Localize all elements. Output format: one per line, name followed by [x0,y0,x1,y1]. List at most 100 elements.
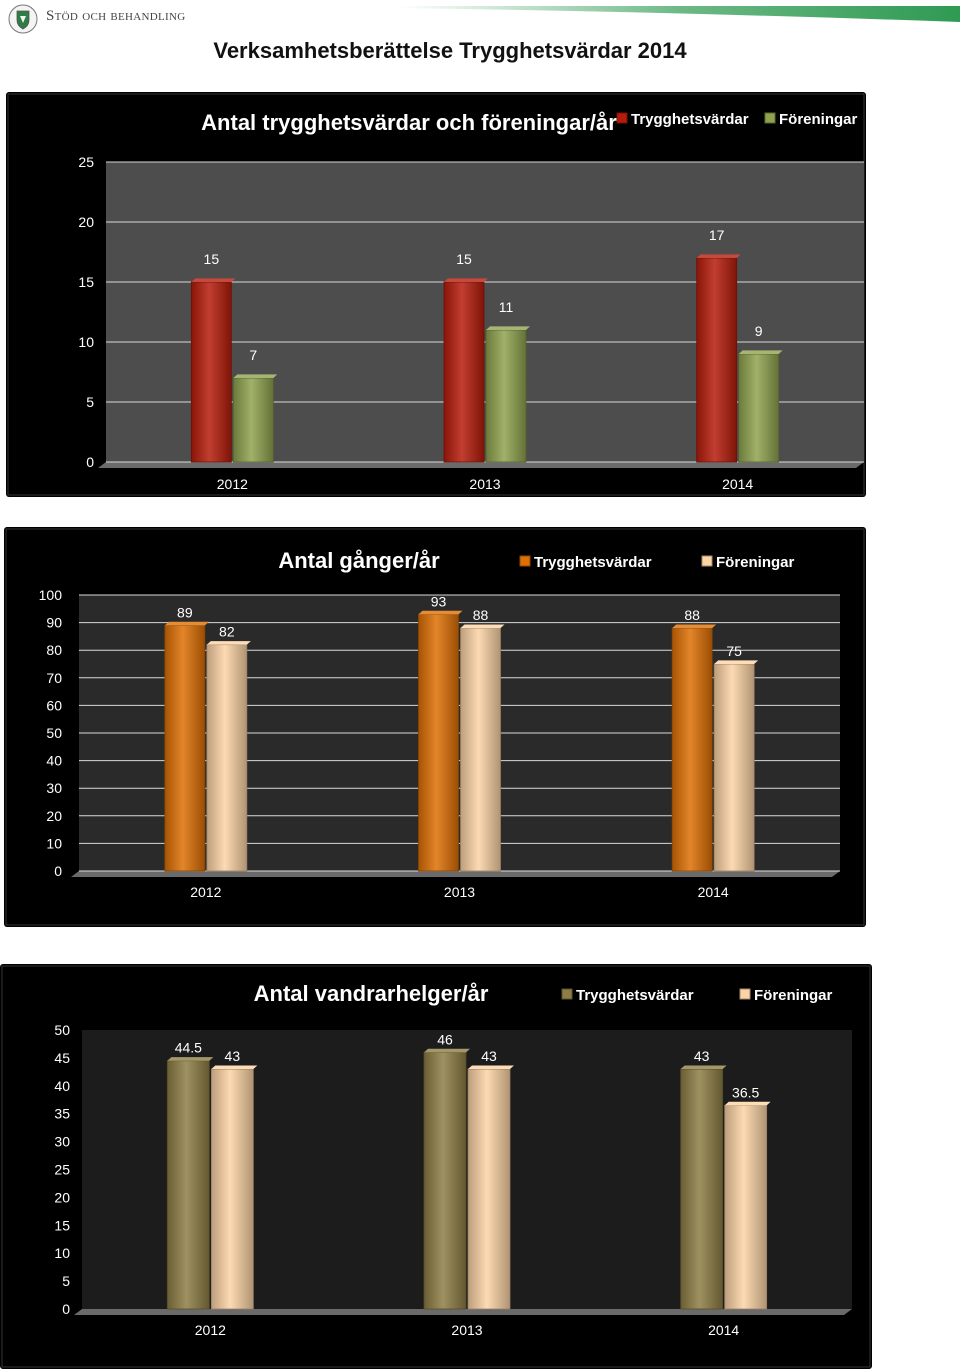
chart-antal-vandrarhelger: 0 5 10 15 20 25 30 35 40 45 50 Antal vandrarhelger/… [0,964,872,1369]
municipal-crest-icon [8,4,38,34]
bar-top [191,278,236,282]
data-label: 89 [177,604,193,620]
bar-föreningar [485,329,527,463]
legend-swatch [764,112,776,124]
x-category-label: 2012 [195,1322,226,1338]
bar-trygghetsvärdar [696,257,738,463]
bar-top [680,1065,727,1070]
y-tick-label: 60 [46,697,62,713]
chart-title: Antal vandrarhelger/år [254,981,489,1006]
legend-swatch [701,555,713,567]
legend-entry: Föreningar [716,554,795,571]
y-tick-label: 30 [46,780,62,796]
x-category-label: 2014 [708,1322,739,1338]
chart-border [5,528,865,926]
chart-2-svg: 0 5 10 15 20 25 30 35 40 45 50 Antal vandrarhelger/… [0,964,872,1369]
y-tick-label: 0 [86,454,94,470]
legend-entry: Trygghetsvärdar [576,987,694,1004]
bar-top [738,350,783,354]
page-title: Verksamhetsberättelse Trygghetsvärdar 20… [213,38,687,63]
bar-top [418,610,463,615]
bar-top [672,624,717,629]
data-label: 43 [481,1048,497,1064]
data-label: 9 [755,323,763,339]
y-tick-label: 100 [39,587,63,603]
y-tick-label: 30 [54,1134,70,1150]
bar-föreningar [713,663,755,872]
y-tick-label: 70 [46,670,62,686]
data-label: 88 [473,607,489,623]
data-label: 75 [726,643,742,659]
y-tick-label: 20 [78,214,94,230]
bar-trygghetsvärdar [190,281,232,463]
data-label: 15 [204,251,220,267]
chart-trygghetsvardar-foreningar: 0 5 10 15 20 25 Antal trygghetsvärdar och före… [6,92,866,497]
bar-top [724,1101,771,1106]
chart-border [1,965,871,1368]
data-label: 43 [225,1048,241,1064]
x-category-label: 2012 [217,476,248,492]
bar-top [211,1065,258,1070]
bar-föreningar [232,377,274,463]
brand-name: Stöd och behandling [46,8,186,24]
bar-föreningar [724,1104,768,1310]
legend-entry: Föreningar [754,987,833,1004]
bar-trygghetsvärdar [423,1051,467,1310]
y-tick-label: 40 [46,753,62,769]
bar-föreningar [467,1068,511,1310]
y-tick-label: 80 [46,642,62,658]
bar-top [486,326,530,330]
legend-entry: Trygghetsvärdar [631,111,749,128]
y-tick-label: 45 [54,1050,70,1066]
bar-trygghetsvärdar [443,281,485,463]
y-tick-label: 5 [62,1273,70,1289]
bar-trygghetsvärdar [166,1060,210,1310]
y-tick-label: 25 [78,154,94,170]
x-category-label: 2014 [698,884,729,900]
bar-trygghetsvärdar [418,613,459,872]
plot-floor [74,1309,852,1315]
header-stripe [400,6,960,22]
bar-top [714,660,759,664]
data-label: 93 [431,593,447,609]
x-category-label: 2013 [444,884,475,900]
legend-entry: Föreningar [779,111,858,128]
bar-föreningar [738,353,780,463]
chart-title: Antal trygghetsvärdar och föreningar/år [201,110,617,135]
bar-top [468,1065,514,1070]
bar-top [206,641,251,645]
y-tick-label: 0 [62,1301,70,1317]
y-tick-label: 90 [46,615,62,631]
legend-swatch [561,988,573,1000]
y-tick-label: 50 [46,725,62,741]
chart-title: Antal gånger/år [278,548,440,573]
bar-top [424,1048,470,1053]
x-category-label: 2014 [722,476,753,492]
y-tick-label: 15 [78,274,94,290]
y-tick-label: 40 [54,1078,70,1094]
chart-antal-ganger: 0 10 20 30 40 50 60 70 80 90 100 Antal gånger/år Try… [4,527,866,927]
legend-swatch [519,555,531,567]
y-tick-label: 25 [54,1162,70,1178]
y-tick-label: 15 [54,1217,70,1233]
bar-föreningar [460,627,501,872]
plot-area [82,1030,852,1309]
y-tick-label: 10 [54,1245,70,1261]
bar-top [233,374,278,378]
bar-top [444,278,488,282]
y-tick-label: 0 [54,863,62,879]
bar-föreningar [206,644,248,872]
y-tick-label: 35 [54,1106,70,1122]
bar-top [164,621,209,626]
x-category-label: 2012 [190,884,221,900]
bar-trygghetsvärdar [671,627,713,872]
data-label: 44.5 [175,1040,202,1056]
bar-top [460,624,505,629]
bar-top [167,1057,214,1061]
page-header: Stöd och behandling [0,0,960,40]
data-label: 46 [437,1031,453,1047]
bar-trygghetsvärdar [680,1068,724,1310]
data-label: 7 [249,347,257,363]
data-label: 88 [684,607,700,623]
y-tick-label: 50 [54,1022,70,1038]
